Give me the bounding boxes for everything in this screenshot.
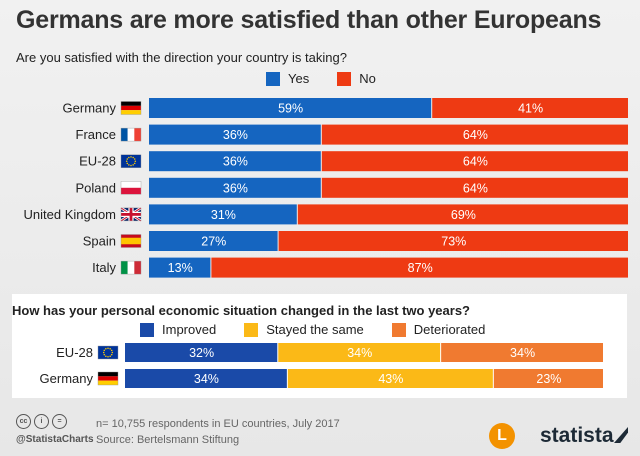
bar-no-eu-28: [321, 151, 628, 172]
legend-improved: Improved: [140, 322, 216, 337]
bar-yes-eu-28: [149, 151, 321, 172]
category-label-spain: Spain: [83, 234, 116, 249]
flag-italy-icon: [120, 260, 142, 275]
bar-no-italy: [211, 257, 628, 278]
flag-germany-icon: [97, 371, 119, 386]
value-label-no-eu-28: 64%: [463, 155, 488, 169]
bar-improved-eu-28: [125, 343, 278, 362]
flag-france-icon: [120, 127, 142, 142]
legend-1: Yes No: [266, 71, 404, 86]
bar-no-spain: [278, 231, 628, 251]
category-label-united-kingdom: United Kingdom: [24, 207, 117, 222]
value-label-no-italy: 87%: [408, 261, 433, 275]
question-2: How has your personal economic situation…: [12, 303, 470, 318]
flag-eu-28-icon: [120, 154, 142, 168]
legend-same-swatch: [244, 322, 259, 337]
bar-yes-spain: [149, 231, 278, 251]
legend-no: No: [337, 71, 376, 86]
legend-yes: Yes: [266, 71, 309, 86]
legend-yes-swatch: [266, 71, 280, 86]
legend-improved-label: Improved: [162, 322, 217, 337]
source-note: Source: Bertelsmann Stiftung: [96, 434, 240, 446]
statista-logo[interactable]: statista: [540, 424, 614, 447]
category-label-eu-28: EU-28: [56, 345, 93, 360]
value-label-no-united-kingdom: 69%: [451, 208, 476, 222]
value-label-improved-eu-28: 32%: [189, 346, 214, 360]
flag-spain-icon: [120, 234, 142, 248]
flag-germany-icon: [120, 101, 142, 115]
bar-no-united-kingdom: [297, 204, 628, 225]
value-label-no-poland: 64%: [463, 181, 488, 195]
noderivs-icon: =: [52, 414, 67, 429]
attribution-icon: i: [34, 414, 49, 429]
legend-2: Improved Stayed the same Deteriorated: [140, 322, 513, 337]
legend-same: Stayed the same: [244, 322, 364, 337]
legend-deteriorated: Deteriorated: [391, 322, 486, 337]
value-label-yes-italy: 13%: [168, 261, 193, 275]
legend-yes-label: Yes: [288, 71, 310, 86]
cc-icon: cc: [16, 414, 31, 429]
value-label-yes-united-kingdom: 31%: [211, 208, 236, 222]
chart-title: Germans are more satisfied than other Eu…: [16, 6, 602, 34]
twitter-handle: @StatistaCharts: [16, 434, 94, 445]
bar-yes-italy: [149, 257, 211, 278]
bar-stayed-the-same-eu-28: [278, 343, 441, 362]
bar-deteriorated-germany: [493, 369, 603, 388]
bar-yes-germany: [149, 98, 432, 118]
bertelsmann-logo-icon: L: [489, 423, 515, 449]
bar-yes-united-kingdom: [149, 204, 297, 225]
value-label-yes-france: 36%: [223, 128, 248, 142]
value-label-yes-spain: 27%: [201, 235, 226, 249]
legend-no-label: No: [359, 71, 376, 86]
flag-poland-icon: [120, 181, 142, 195]
category-label-germany: Germany: [63, 101, 117, 116]
value-label-yes-eu-28: 36%: [223, 155, 248, 169]
value-label-no-spain: 73%: [441, 235, 466, 249]
bar-stayed-the-same-germany: [287, 369, 493, 388]
question-1: Are you satisfied with the direction you…: [16, 50, 347, 65]
legend-deteriorated-label: Deteriorated: [413, 322, 486, 337]
legend-deteriorated-swatch: [391, 322, 406, 337]
cc-license-icons: cc i =: [16, 414, 70, 429]
category-label-eu-28: EU-28: [79, 154, 116, 169]
legend-improved-swatch: [140, 322, 154, 337]
bar-improved-germany: [125, 369, 287, 388]
value-label-no-germany: 41%: [518, 102, 543, 116]
value-label-yes-germany: 59%: [278, 102, 303, 116]
value-label-no-france: 64%: [463, 128, 488, 142]
legend-no-swatch: [337, 71, 352, 86]
bar-yes-poland: [149, 177, 321, 198]
bar-deteriorated-eu-28: [441, 343, 603, 362]
bar-no-poland: [321, 177, 628, 198]
category-label-poland: Poland: [76, 180, 116, 195]
legend-same-label: Stayed the same: [266, 322, 364, 337]
bar-no-germany: [432, 98, 628, 118]
flag-united-kingdom-icon: [120, 206, 142, 222]
value-label-stayed-the-same-eu-28: 34%: [347, 346, 372, 360]
value-label-deteriorated-germany: 23%: [536, 372, 561, 386]
sample-note: n= 10,755 respondents in EU countries, J…: [96, 418, 340, 430]
category-label-italy: Italy: [92, 260, 116, 275]
value-label-improved-germany: 34%: [194, 372, 219, 386]
category-label-germany: Germany: [40, 371, 94, 386]
bar-yes-france: [149, 124, 321, 145]
value-label-stayed-the-same-germany: 43%: [378, 372, 403, 386]
category-label-france: France: [76, 127, 116, 142]
bar-no-france: [321, 124, 628, 145]
flag-eu-28-icon: [97, 345, 119, 360]
value-label-deteriorated-eu-28: 34%: [510, 346, 535, 360]
value-label-yes-poland: 36%: [223, 181, 248, 195]
